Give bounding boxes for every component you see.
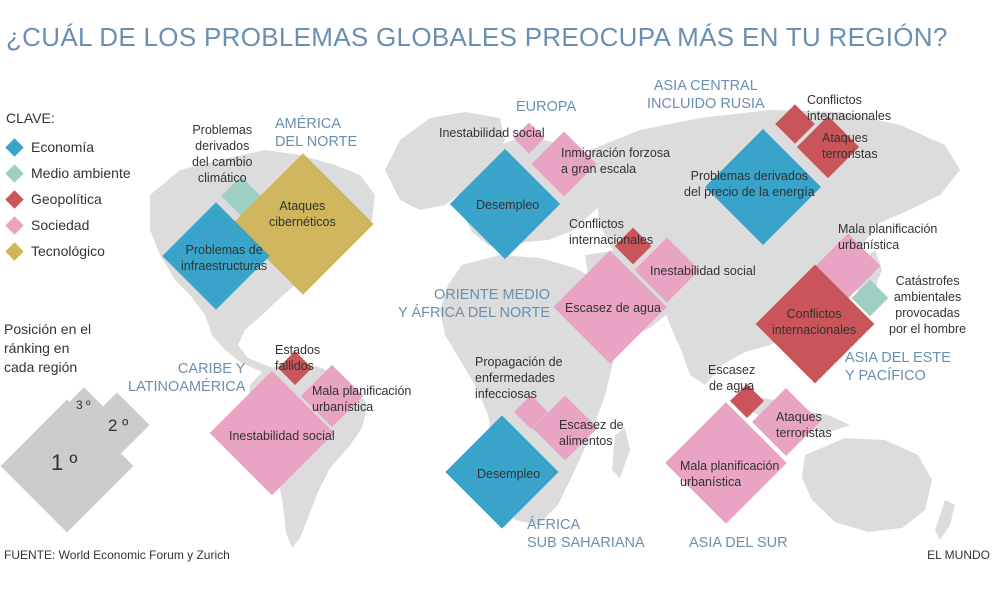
sa-third-diamond — [730, 384, 764, 418]
ssa-third-diamond — [514, 395, 548, 429]
ssa-second-diamond — [532, 395, 598, 461]
na-first-diamond — [162, 202, 270, 310]
la-second-diamond — [300, 364, 364, 428]
asia-landmass — [590, 110, 960, 385]
ssa-first-label: Desempleo — [477, 467, 541, 481]
ssa-third-label: Propagación de enfermedades infecciosas — [475, 355, 563, 401]
la-third-label: Estados fallidos — [275, 343, 321, 373]
legend-item-geopolitica: Geopolítica — [5, 189, 102, 209]
rank-first-square — [0, 399, 134, 533]
legend-item-tecnologico: Tecnológico — [5, 241, 105, 261]
ea-second-label: Mala planificación urbanística — [838, 222, 938, 252]
ca-second-diamond — [796, 115, 860, 179]
ca-third-label: Conflictos internacionales — [807, 93, 892, 123]
mena-second-diamond — [634, 237, 700, 303]
ea-first-diamond — [755, 264, 875, 384]
ca-third-diamond — [775, 104, 815, 144]
mena-second-label: Inestabilidad social — [650, 264, 756, 278]
legend-label: Economía — [31, 139, 95, 155]
legend-title: CLAVE: — [6, 110, 55, 126]
region-name-mena: ORIENTE MEDIO Y ÁFRICA DEL NORTE — [398, 287, 551, 321]
sa-first-diamond — [665, 402, 787, 524]
legend-label: Geopolítica — [31, 191, 102, 207]
legend-item-medio-ambiente: Medio ambiente — [5, 163, 131, 183]
eu-second-diamond — [531, 131, 597, 197]
la-second-label: Mala planificación urbanística — [312, 384, 412, 414]
ca-second-label: Ataques terroristas — [822, 131, 878, 161]
legend-item-economia: Economía — [5, 137, 95, 157]
publication-brand: EL MUNDO — [927, 548, 990, 562]
legend-label: Sociedad — [31, 217, 90, 233]
ca-first-label: Problemas derivados del precio de la ener… — [684, 169, 815, 199]
greenland-landmass — [385, 112, 505, 210]
page-title: ¿CUÁL DE LOS PROBLEMAS GLOBALES PREOCUPA… — [6, 22, 948, 52]
ranking-legend-text: Posición en el ránking en cada región — [4, 321, 92, 375]
la-third-diamond — [278, 351, 312, 385]
geopolitica-swatch — [5, 189, 24, 209]
region-name-central-asia: ASIA CENTRAL INCLUIDO RUSIA — [647, 78, 765, 112]
la-first-diamond — [209, 370, 335, 496]
eu-first-label: Desempleo — [476, 198, 540, 212]
mena-third-label: Conflictos internacionales — [569, 217, 654, 247]
ssa-second-label: Escasez de alimentos — [559, 418, 624, 448]
economia-swatch — [5, 137, 24, 157]
legend-item-sociedad: Sociedad — [5, 215, 90, 235]
na-second-label: Ataques cibernéticos — [269, 199, 336, 229]
ea-third-diamond — [851, 279, 889, 317]
la-first-label: Inestabilidad social — [229, 429, 335, 443]
rank-third-label: 3 º — [76, 398, 91, 412]
sa-second-label: Ataques terroristas — [776, 410, 832, 440]
ea-third-label: Catástrofes ambientales provocadas por el h… — [889, 274, 967, 336]
eu-third-label: Inestabilidad social — [439, 126, 545, 140]
australia-landmass — [802, 438, 932, 532]
mena-third-diamond — [614, 227, 652, 265]
legend-label: Tecnológico — [31, 243, 105, 259]
sa-first-label: Mala planificación urbanística — [680, 459, 780, 489]
madagascar-landmass — [612, 428, 630, 478]
region-name-south-asia: ASIA DEL SUR — [689, 535, 788, 551]
eu-second-label: Inmigración forzosa a gran escala — [561, 146, 671, 176]
na-third-label: Problemas derivados del cambio climático — [192, 123, 253, 185]
mena-first-label: Escasez de agua — [565, 301, 661, 315]
new-zealand-landmass — [935, 500, 955, 540]
medio-ambiente-swatch — [5, 163, 24, 183]
na-first-label: Problemas de infraestructuras — [181, 243, 268, 273]
sa-second-diamond — [752, 388, 820, 456]
tecnologico-swatch — [5, 241, 24, 261]
source-credit: FUENTE: World Economic Forum y Zurich — [4, 548, 230, 562]
rank-second-label: 2 º — [108, 416, 129, 435]
region-name-latin-america: CARIBE Y LATINOAMÉRICA — [128, 361, 246, 395]
ea-first-label: Conflictos internacionales — [772, 307, 857, 337]
region-name-europe: EUROPA — [516, 99, 577, 115]
region-name-north-america: AMÉRICA DEL NORTE — [275, 116, 358, 150]
sociedad-swatch — [5, 215, 24, 235]
legend-label: Medio ambiente — [31, 165, 131, 181]
ranking-legend-squares — [0, 387, 150, 533]
region-name-east-asia: ASIA DEL ESTE Y PACÍFICO — [845, 350, 951, 384]
sa-third-label: Escasez de agua — [708, 363, 756, 393]
region-name-ssa: ÁFRICA SUB SAHARIANA — [527, 517, 645, 551]
rank-first-label: 1 º — [51, 450, 78, 475]
